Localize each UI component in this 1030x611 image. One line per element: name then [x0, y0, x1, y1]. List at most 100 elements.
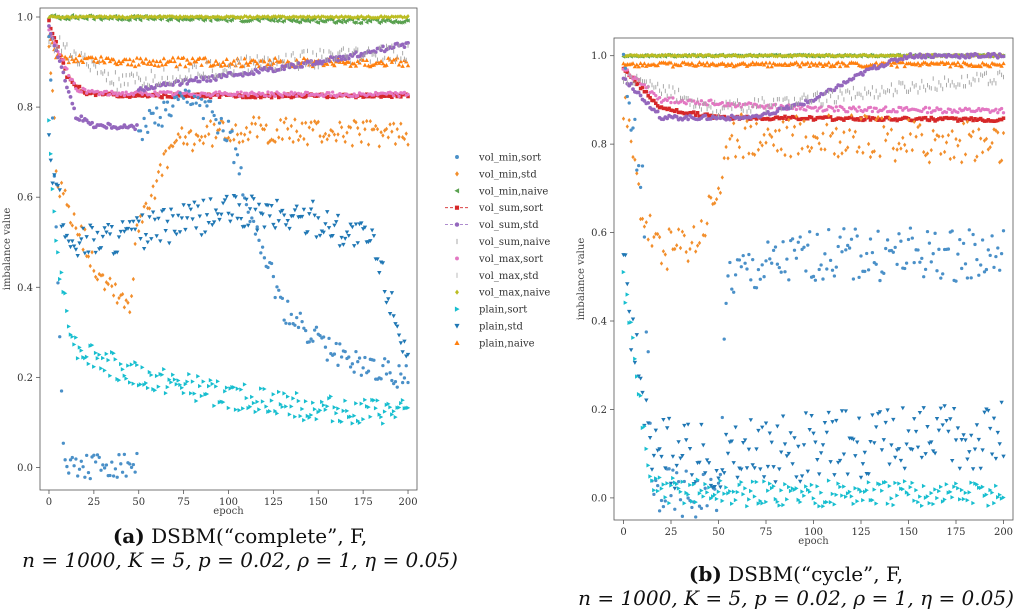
data-point — [822, 421, 828, 425]
data-point — [221, 129, 225, 133]
data-point — [95, 277, 100, 282]
data-point — [187, 15, 191, 20]
data-point — [904, 261, 909, 265]
data-point — [796, 117, 801, 122]
data-point — [758, 140, 762, 145]
legend-label: vol_sum,std — [478, 220, 539, 231]
data-point — [961, 241, 966, 246]
data-point — [296, 325, 301, 330]
data-point — [632, 360, 638, 365]
data-point — [188, 61, 193, 66]
data-point — [95, 14, 100, 20]
data-point — [153, 86, 157, 90]
data-point — [669, 229, 673, 235]
data-point — [275, 285, 279, 289]
data-point — [72, 81, 76, 85]
data-point — [925, 229, 930, 234]
legend-label: vol_max,std — [478, 271, 539, 282]
data-point — [251, 197, 256, 202]
data-point — [709, 98, 713, 102]
data-point — [357, 20, 362, 26]
data-point — [122, 229, 127, 234]
data-point — [838, 484, 843, 490]
data-point — [893, 117, 897, 121]
data-point — [866, 480, 871, 485]
data-point — [400, 63, 405, 68]
legend-swatch — [454, 222, 460, 227]
data-point — [874, 262, 878, 266]
data-point — [248, 130, 252, 135]
y-tick-label: 0.6 — [17, 193, 33, 204]
data-point — [796, 62, 801, 67]
data-point — [172, 229, 177, 234]
data-point — [958, 238, 962, 242]
data-point — [948, 156, 952, 162]
data-point — [743, 261, 747, 265]
data-point — [646, 350, 650, 354]
data-point — [976, 437, 981, 442]
data-point — [996, 495, 1000, 500]
data-point — [633, 157, 637, 162]
data-point — [781, 119, 785, 124]
data-point — [399, 121, 403, 126]
data-point — [750, 479, 755, 484]
data-point — [348, 63, 353, 68]
data-point — [83, 475, 87, 479]
data-point — [692, 224, 696, 230]
data-point — [887, 462, 892, 467]
data-point — [302, 326, 306, 330]
data-point — [291, 396, 296, 401]
data-point — [851, 117, 856, 121]
data-point — [111, 293, 116, 298]
data-point — [332, 352, 337, 356]
x-tick-label: 25 — [665, 527, 678, 538]
data-point — [128, 462, 132, 466]
data-point — [307, 340, 311, 344]
data-point — [294, 18, 299, 23]
data-point — [951, 61, 957, 65]
data-point — [832, 274, 837, 278]
data-point — [910, 147, 914, 153]
caption-b-tag: (b) — [688, 562, 722, 586]
data-point — [95, 89, 100, 94]
data-point — [973, 158, 977, 163]
data-point — [354, 349, 358, 354]
data-point — [398, 20, 403, 25]
data-point — [874, 106, 878, 110]
data-point — [705, 52, 709, 58]
data-point — [899, 117, 903, 121]
data-point — [300, 64, 304, 69]
data-point — [350, 225, 355, 230]
data-point — [216, 93, 220, 97]
data-point — [992, 119, 996, 124]
data-point — [737, 145, 742, 150]
data-point — [874, 425, 879, 430]
data-point — [832, 473, 837, 478]
data-point — [889, 110, 894, 114]
data-point — [777, 265, 781, 270]
data-point — [747, 117, 751, 121]
data-point — [137, 228, 141, 234]
data-point — [974, 423, 980, 428]
data-point — [102, 466, 107, 470]
data-point — [779, 488, 784, 493]
data-point — [794, 60, 799, 65]
data-point — [659, 52, 664, 58]
data-point — [686, 492, 691, 497]
data-point — [399, 372, 403, 376]
data-point — [364, 58, 369, 62]
data-point — [257, 70, 261, 75]
data-point — [754, 286, 759, 290]
data-point — [48, 158, 53, 163]
series-vol-min-std — [47, 44, 410, 315]
data-point — [851, 53, 856, 59]
data-point — [232, 385, 237, 390]
data-point — [361, 120, 365, 125]
data-point — [260, 93, 265, 97]
data-point — [942, 149, 947, 155]
data-point — [302, 136, 306, 142]
data-point — [336, 363, 340, 367]
data-point — [402, 90, 407, 95]
data-point — [357, 132, 362, 137]
